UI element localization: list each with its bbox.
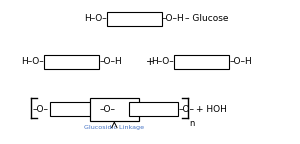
- Text: –O–H: –O–H: [229, 57, 252, 66]
- Text: Glucosidic Linkage: Glucosidic Linkage: [84, 125, 144, 130]
- Text: + HOH: + HOH: [196, 105, 226, 114]
- Text: –O–: –O–: [99, 105, 115, 114]
- Text: H–O–: H–O–: [84, 14, 107, 23]
- Bar: [90, 98, 139, 121]
- Text: –O–H: –O–H: [99, 57, 122, 66]
- Text: –O–: –O–: [33, 105, 49, 114]
- Text: H–O–: H–O–: [21, 57, 44, 66]
- Text: –O–H: –O–H: [162, 14, 185, 23]
- Bar: [44, 55, 99, 69]
- Text: – Glucose: – Glucose: [185, 14, 229, 23]
- Bar: [50, 102, 99, 116]
- Bar: [107, 12, 162, 26]
- Text: n: n: [189, 119, 195, 128]
- Text: H–O–: H–O–: [151, 57, 174, 66]
- Text: –O–: –O–: [178, 105, 194, 114]
- Text: +: +: [146, 57, 154, 67]
- Bar: [129, 102, 178, 116]
- Bar: [174, 55, 229, 69]
